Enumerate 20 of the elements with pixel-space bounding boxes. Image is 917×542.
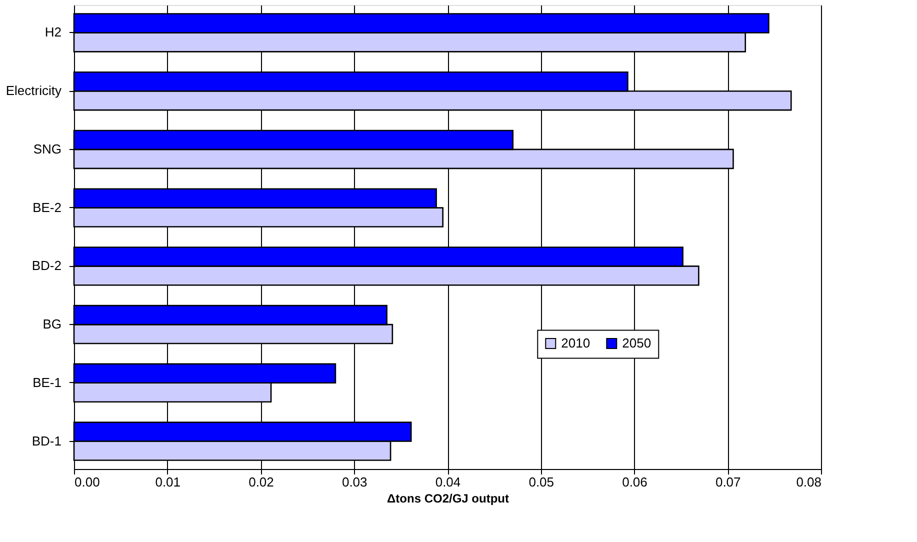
y-tick-label: SNG <box>33 141 62 156</box>
x-tick-label: 0.04 <box>435 474 461 490</box>
x-tick-label: 0.02 <box>248 474 274 490</box>
y-tick-label: BD-2 <box>32 258 62 274</box>
y-tick-label: Electricity <box>6 83 62 98</box>
x-tick-label: 0.03 <box>342 474 368 490</box>
y-tick-label: BD-1 <box>32 433 62 448</box>
y-tick-label: BG <box>42 316 62 332</box>
x-tick-label: 0.05 <box>528 474 554 490</box>
y-tick-label: BE-2 <box>32 200 62 215</box>
x-tick-label: 0.08 <box>796 474 822 490</box>
x-tick-label: 0.01 <box>155 474 181 490</box>
x-tick-label: 0.00 <box>74 474 100 490</box>
legend-label: 2050 <box>622 336 652 351</box>
x-tick-label: 0.07 <box>715 474 741 490</box>
x-axis-title: Δtons CO2/GJ output <box>387 492 509 506</box>
x-tick-label: 0.06 <box>622 474 648 490</box>
y-tick-label: BE-1 <box>32 374 62 390</box>
legend-label: 2010 <box>561 336 590 351</box>
y-tick-label: H2 <box>44 24 62 40</box>
